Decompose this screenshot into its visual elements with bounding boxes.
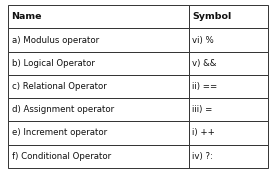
Text: e) Increment operator: e) Increment operator	[12, 129, 107, 138]
Text: c) Relational Operator: c) Relational Operator	[12, 82, 106, 91]
Bar	[189, 75, 268, 98]
Bar	[8, 98, 189, 121]
Text: vi) %: vi) %	[192, 35, 214, 44]
Text: d) Assignment operator: d) Assignment operator	[12, 105, 114, 114]
Bar	[189, 52, 268, 75]
Text: Name: Name	[12, 12, 42, 21]
Text: v) &&: v) &&	[192, 59, 216, 68]
Text: iii) =: iii) =	[192, 105, 212, 114]
Bar	[189, 5, 268, 28]
Text: iv) ?:: iv) ?:	[192, 152, 213, 161]
Text: b) Logical Operator: b) Logical Operator	[12, 59, 94, 68]
Bar	[189, 98, 268, 121]
Bar	[8, 52, 189, 75]
Text: ii) ==: ii) ==	[192, 82, 217, 91]
Bar	[8, 145, 189, 168]
Bar	[8, 75, 189, 98]
Text: i) ++: i) ++	[192, 129, 215, 138]
Bar	[189, 28, 268, 52]
Bar	[189, 121, 268, 145]
Bar	[189, 145, 268, 168]
Bar	[8, 5, 189, 28]
Bar	[8, 121, 189, 145]
Text: a) Modulus operator: a) Modulus operator	[12, 35, 99, 44]
Text: f) Conditional Operator: f) Conditional Operator	[12, 152, 111, 161]
Bar	[8, 28, 189, 52]
Text: Symbol: Symbol	[192, 12, 231, 21]
